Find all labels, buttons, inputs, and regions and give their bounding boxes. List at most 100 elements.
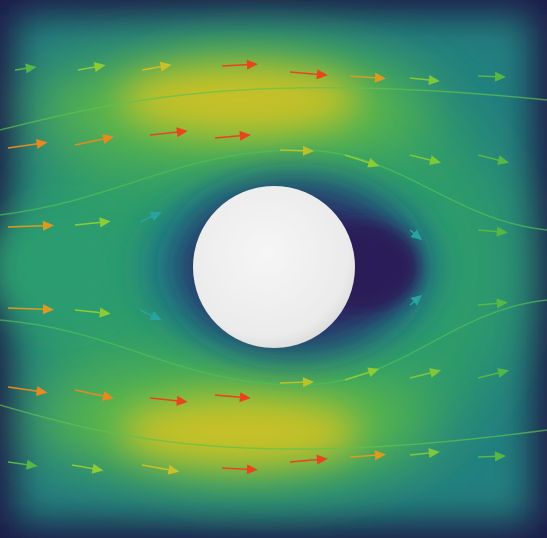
arrow-head [91,463,104,474]
arrow-head [42,220,54,231]
velocity-arrow [141,61,172,72]
arrow-shaft [74,221,103,226]
arrow-shaft [344,370,372,381]
arrow-shaft [221,63,251,67]
velocity-arrow [349,450,386,461]
velocity-arrow [7,386,48,396]
velocity-arrow [7,459,38,470]
arrow-head [176,395,188,406]
arrow-head [149,310,162,321]
velocity-arrow [409,75,440,85]
arrow-head [159,61,172,72]
arrow-head [25,63,37,74]
velocity-arrow [409,448,440,458]
arrow-shaft [409,154,434,162]
arrow-shaft [71,464,96,470]
arrow-head [429,368,442,378]
arrow-head [494,451,506,462]
inlet-green [0,207,130,327]
velocity-arrow [477,368,510,379]
arrow-head [102,134,115,144]
arrow-shaft [289,458,320,463]
velocity-arrow [221,464,258,475]
arrow-head [93,62,106,72]
arrow-head [36,386,48,396]
velocity-arrow [477,71,506,82]
velocity-arrow [221,59,258,70]
arrow-shaft [74,137,107,146]
velocity-arrow [149,395,188,406]
velocity-arrow [279,145,314,156]
arrow-head [316,454,328,465]
velocity-arrow [409,229,423,241]
velocity-arrow [71,463,104,474]
arrow-head [428,448,440,458]
arrow-shaft [141,464,172,471]
velocity-arrow [214,130,251,141]
arrow-head [374,72,386,83]
arrow-shaft [74,389,107,398]
arrow-head [367,367,380,378]
arrow-head [246,464,258,475]
arrow-shaft [344,154,372,165]
velocity-arrow [289,69,328,80]
velocity-arrow [344,154,380,168]
arrow-shaft [477,371,502,379]
arrow-shaft [477,455,499,458]
velocity-arrow [74,389,115,401]
arrow-shaft [141,65,164,71]
streamline [0,86,547,131]
arrow-shaft [149,397,180,402]
arrow-head [302,377,314,388]
arrow-head [42,304,54,315]
velocity-arrow [409,154,442,165]
arrow-head [374,450,386,461]
arrow-head [302,145,314,156]
arrow-shaft [7,142,40,149]
streamline [0,404,547,450]
velocity-arrow [74,217,111,228]
arrow-shaft [7,224,47,228]
velocity-arrow [477,226,508,237]
arrow-shaft [279,149,307,152]
velocity-arrow [477,298,508,309]
velocity-arrow [74,307,111,318]
streamline [0,299,547,386]
arrow-shaft [214,394,243,399]
arrow-head [316,69,328,80]
velocity-arrow [409,294,423,306]
arrow-head [410,229,423,241]
arrow-shaft [477,302,500,306]
velocity-arrow [139,309,162,321]
velocity-arrows [0,59,547,475]
arrow-shaft [409,451,432,456]
arrow-head [176,127,188,138]
velocity-arrow [14,63,37,74]
velocity-arrow [141,464,180,475]
arrow-shaft [7,461,30,466]
arrow-shaft [477,75,499,78]
velocity-arrow [409,368,442,379]
arrow-head [99,217,111,228]
arrow-head [494,71,506,82]
arrow-head [497,155,510,165]
velocity-arrow [7,220,54,231]
arrow-head [497,368,510,378]
velocity-arrow [74,134,115,146]
velocity-arrow [344,367,380,381]
arrow-head [410,294,423,306]
arrow-head [102,391,115,401]
arrow-shaft [214,134,243,139]
arrow-shaft [221,467,251,471]
arrow-shaft [409,371,434,379]
velocity-arrow [149,127,188,138]
arrow-head [36,139,48,149]
arrow-shaft [409,77,432,82]
arrow-shaft [477,154,502,162]
band-upper-yellow [120,65,360,135]
velocity-arrow [7,139,48,149]
arrow-head [428,75,440,85]
arrow-head [239,130,251,141]
arrow-head [99,307,111,318]
